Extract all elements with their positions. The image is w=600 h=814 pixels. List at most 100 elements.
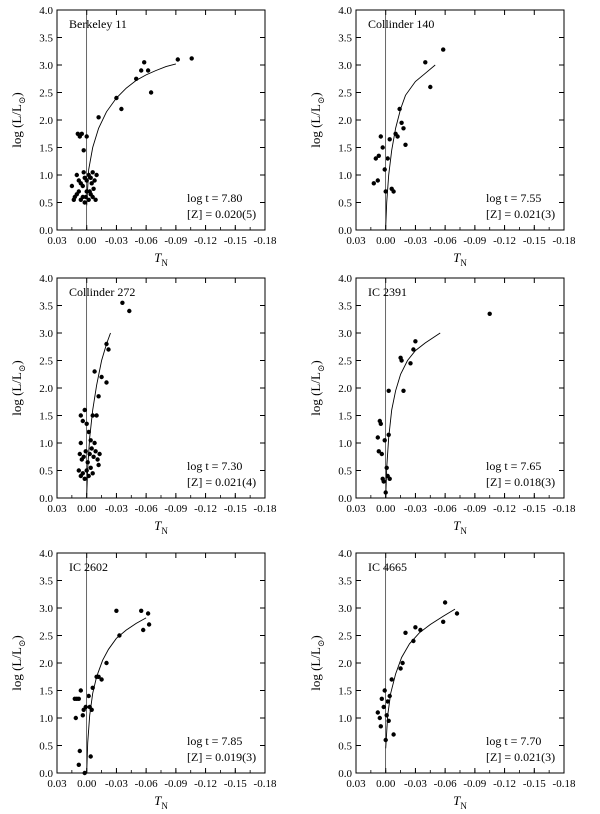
data-point	[81, 148, 86, 153]
x-tick-label: -0.12	[194, 235, 217, 247]
y-tick-label: 1.0	[39, 170, 53, 182]
data-point	[423, 60, 428, 65]
x-tick-label: 0.03	[346, 503, 366, 515]
data-point	[80, 183, 86, 189]
y-tick-label: 2.0	[39, 383, 53, 395]
y-tick-label: 4.0	[39, 273, 53, 285]
data-point	[84, 421, 89, 426]
data-point	[387, 476, 392, 481]
data-point	[413, 339, 418, 344]
data-point	[145, 68, 151, 73]
data-point	[81, 454, 86, 459]
x-tick-label: -0.18	[254, 778, 277, 790]
data-point	[386, 388, 391, 393]
y-tick-label: 1.5	[338, 686, 352, 698]
data-point	[77, 451, 83, 457]
metallicity-annotation: [Z] = 0.020(5)	[187, 207, 256, 221]
x-tick-label: -0.03	[105, 503, 128, 515]
data-point	[69, 183, 75, 189]
data-point	[90, 194, 95, 200]
data-point	[83, 704, 88, 710]
metallicity-annotation: [Z] = 0.021(4)	[187, 475, 256, 489]
age-annotation: log t = 7.65	[486, 459, 541, 473]
y-axis-label: log (L/L⊙)	[308, 92, 326, 148]
data-point	[387, 693, 392, 699]
data-point	[91, 186, 96, 191]
age-annotation: log t = 7.70	[486, 734, 541, 748]
data-point	[386, 718, 391, 723]
x-tick-label: -0.12	[194, 778, 217, 790]
data-point	[375, 710, 380, 715]
data-point	[381, 704, 386, 710]
x-tick-label: 0.00	[77, 503, 97, 515]
age-annotation: log t = 7.85	[187, 734, 242, 748]
data-point	[375, 178, 380, 183]
data-point	[383, 737, 388, 743]
data-point	[96, 394, 101, 399]
cluster-name: IC 2602	[69, 560, 108, 574]
age-annotation: log t = 7.80	[187, 191, 242, 205]
data-point	[378, 421, 383, 426]
data-point	[76, 189, 82, 194]
data-point	[96, 462, 101, 468]
y-tick-label: 2.5	[39, 631, 53, 643]
data-point	[384, 713, 389, 718]
y-tick-label: 2.0	[338, 115, 352, 127]
data-point	[78, 440, 84, 446]
data-point	[80, 713, 86, 718]
cluster-name: Collinder 272	[69, 285, 135, 299]
y-tick-label: 1.5	[338, 143, 352, 155]
y-tick-label: 2.5	[39, 88, 53, 100]
chart-panel-2: 0.03 0.00 -0.03 -0.06 -0.09 -0.12 -0.15 -0.18 0.…	[308, 5, 576, 268]
data-point	[114, 95, 119, 101]
data-point	[401, 388, 406, 393]
data-point	[408, 361, 413, 366]
y-tick-label: 4.0	[39, 5, 53, 17]
x-tick-label: -0.18	[254, 503, 277, 515]
x-tick-label: -0.12	[493, 503, 516, 515]
cluster-name: IC 2391	[368, 285, 407, 299]
x-tick-label: -0.09	[463, 503, 486, 515]
data-point	[389, 677, 394, 682]
y-axis-label: log (L/L⊙)	[9, 360, 27, 416]
data-point	[74, 172, 80, 178]
data-point	[92, 369, 97, 374]
y-tick-label: 0.5	[338, 466, 352, 478]
x-tick-label: 0.00	[376, 235, 396, 247]
x-axis-label: TN	[154, 793, 168, 811]
data-point	[381, 479, 386, 484]
data-point	[386, 432, 391, 437]
x-tick-label: -0.06	[434, 503, 457, 515]
data-point	[106, 347, 111, 352]
y-tick-label: 2.5	[338, 631, 352, 643]
data-point	[441, 619, 446, 624]
data-point	[120, 300, 125, 305]
data-point	[379, 696, 384, 701]
data-point	[428, 84, 433, 90]
data-point	[399, 358, 404, 363]
x-tick-label: -0.09	[463, 778, 486, 790]
y-tick-label: 2.0	[39, 658, 53, 670]
data-point	[96, 674, 101, 679]
y-axis-label: log (L/L⊙)	[308, 635, 326, 691]
data-point	[399, 120, 404, 126]
data-point	[84, 468, 89, 473]
data-point	[104, 341, 109, 347]
data-point	[383, 189, 388, 194]
data-point	[76, 696, 82, 701]
data-point	[385, 156, 390, 161]
isochrone-curve	[385, 64, 436, 228]
x-tick-label: -0.03	[404, 235, 427, 247]
y-tick-label: 0.0	[338, 768, 352, 780]
data-point	[97, 451, 102, 457]
data-point	[104, 660, 109, 666]
data-point	[78, 688, 84, 693]
y-tick-label: 1.0	[338, 438, 352, 450]
y-tick-label: 1.0	[338, 713, 352, 725]
data-point	[81, 170, 86, 175]
y-tick-label: 3.0	[338, 328, 352, 340]
y-tick-label: 2.0	[338, 383, 352, 395]
data-point	[87, 189, 92, 194]
metallicity-annotation: [Z] = 0.021(3)	[486, 207, 555, 221]
data-point	[73, 715, 79, 721]
